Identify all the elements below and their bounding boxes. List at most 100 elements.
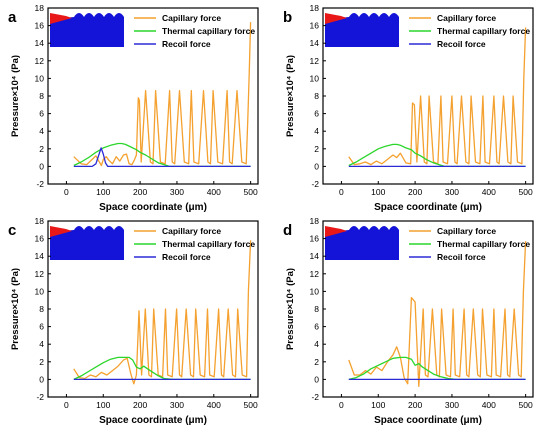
y-tick-label: 0: [39, 374, 44, 384]
inset-melt-region: [50, 13, 72, 24]
legend-label: Thermal capillary force: [162, 26, 255, 36]
y-tick-label: 16: [310, 234, 320, 244]
y-tick-label: 14: [35, 251, 45, 261]
inset-melt-region: [325, 13, 347, 24]
x-tick-label: 400: [207, 187, 221, 197]
y-tick-label: 2: [39, 357, 44, 367]
capillary-force-line: [348, 27, 527, 166]
y-tick-label: 6: [39, 109, 44, 119]
y-tick-label: 14: [310, 38, 320, 48]
thermal-capillary-force-line: [73, 356, 251, 381]
recoil-force-line: [73, 147, 251, 168]
y-tick-label: 14: [310, 251, 320, 261]
y-tick-label: 6: [314, 322, 319, 332]
y-tick-label: 12: [35, 269, 45, 279]
x-tick-label: 300: [445, 187, 459, 197]
y-tick-label: 12: [35, 56, 45, 66]
y-tick-label: 18: [310, 3, 320, 13]
y-tick-label: 8: [314, 91, 319, 101]
inset-melt-region: [325, 226, 347, 237]
x-tick-label: 300: [170, 187, 184, 197]
x-tick-label: 400: [482, 400, 496, 410]
legend-label: Capillary force: [162, 226, 221, 236]
panel-label: d: [283, 222, 292, 239]
x-axis-label: Space coordinate (μm): [374, 415, 482, 426]
x-tick-label: 100: [96, 400, 110, 410]
panel-a: a -2 0 2 4 6 8 10 12 14 16 18 0 100 200 300 400 500 Space …: [0, 0, 275, 213]
y-tick-label: 10: [310, 286, 320, 296]
y-tick-label: 4: [39, 339, 44, 349]
melt-pool-inset: [325, 9, 399, 47]
x-tick-label: 100: [371, 187, 385, 197]
x-axis-label: Space coordinate (μm): [374, 202, 482, 213]
panel-label: a: [8, 9, 17, 26]
y-tick-label: 18: [310, 216, 320, 226]
inset-surface: [325, 222, 399, 232]
legend-label: Thermal capillary force: [437, 26, 530, 36]
thermal-capillary-force-line: [348, 143, 526, 168]
x-tick-label: 500: [519, 187, 533, 197]
x-tick-label: 200: [408, 400, 422, 410]
inset-surface: [50, 9, 124, 19]
y-tick-label: -2: [36, 392, 44, 402]
chart-c: c -2 0 2 4 6 8 10 12 14 16 18 0 100 200 300 400 500 Space …: [8, 216, 259, 426]
y-tick-label: 4: [314, 339, 319, 349]
x-tick-label: 400: [207, 400, 221, 410]
legend-label: Capillary force: [437, 13, 496, 23]
x-tick-label: 0: [64, 400, 69, 410]
x-tick-label: 0: [339, 400, 344, 410]
x-tick-label: 200: [133, 187, 147, 197]
y-tick-label: 14: [35, 38, 45, 48]
y-axis-label: Pressure×10⁴ (Pa): [285, 55, 296, 137]
y-tick-label: 0: [39, 161, 44, 171]
inset-melt-region: [50, 226, 72, 237]
capillary-force-line: [73, 240, 252, 385]
y-tick-label: 12: [310, 269, 320, 279]
panel-d: d -2 0 2 4 6 8 10 12 14 16 18 0 100 200 300 400 500 Space …: [275, 213, 550, 426]
y-tick-label: 16: [35, 21, 45, 31]
y-tick-label: 10: [35, 286, 45, 296]
y-tick-label: 18: [35, 3, 45, 13]
y-tick-label: 6: [314, 109, 319, 119]
legend-label: Thermal capillary force: [437, 239, 530, 249]
y-tick-label: 16: [310, 21, 320, 31]
panel-b: b -2 0 2 4 6 8 10 12 14 16 18 0 100 200 300 400 500 Space …: [275, 0, 550, 213]
y-tick-label: -2: [36, 179, 44, 189]
y-tick-label: 16: [35, 234, 45, 244]
x-tick-label: 0: [64, 187, 69, 197]
melt-pool-inset: [50, 222, 124, 260]
legend-label: Recoil force: [437, 39, 486, 49]
y-axis-label: Pressure×10⁴ (Pa): [285, 268, 296, 350]
legend-label: Capillary force: [162, 13, 221, 23]
x-tick-label: 200: [408, 187, 422, 197]
y-tick-label: 0: [314, 374, 319, 384]
y-tick-label: -2: [311, 392, 319, 402]
x-tick-label: 300: [170, 400, 184, 410]
capillary-force-line: [73, 22, 252, 167]
x-axis-label: Space coordinate (μm): [99, 415, 207, 426]
x-tick-label: 100: [371, 400, 385, 410]
x-tick-label: 0: [339, 187, 344, 197]
y-tick-label: 8: [314, 304, 319, 314]
chart-a: a -2 0 2 4 6 8 10 12 14 16 18 0 100 200 300 400 500 Space …: [8, 3, 259, 213]
y-tick-label: 2: [314, 357, 319, 367]
y-tick-label: 18: [35, 216, 45, 226]
x-axis-label: Space coordinate (μm): [99, 202, 207, 213]
legend-label: Recoil force: [162, 39, 211, 49]
panel-label: c: [8, 222, 16, 239]
melt-pool-inset: [325, 222, 399, 260]
y-tick-label: 8: [39, 91, 44, 101]
y-tick-label: 8: [39, 304, 44, 314]
panel-c: c -2 0 2 4 6 8 10 12 14 16 18 0 100 200 300 400 500 Space …: [0, 213, 275, 426]
x-tick-label: 500: [519, 400, 533, 410]
x-tick-label: 200: [133, 400, 147, 410]
capillary-force-line: [348, 241, 527, 388]
x-tick-label: 400: [482, 187, 496, 197]
y-tick-label: 2: [314, 144, 319, 154]
chart-d: d -2 0 2 4 6 8 10 12 14 16 18 0 100 200 300 400 500 Space …: [283, 216, 534, 426]
x-tick-label: 500: [244, 400, 258, 410]
y-tick-label: 4: [314, 126, 319, 136]
inset-surface: [50, 222, 124, 232]
y-tick-label: 2: [39, 144, 44, 154]
